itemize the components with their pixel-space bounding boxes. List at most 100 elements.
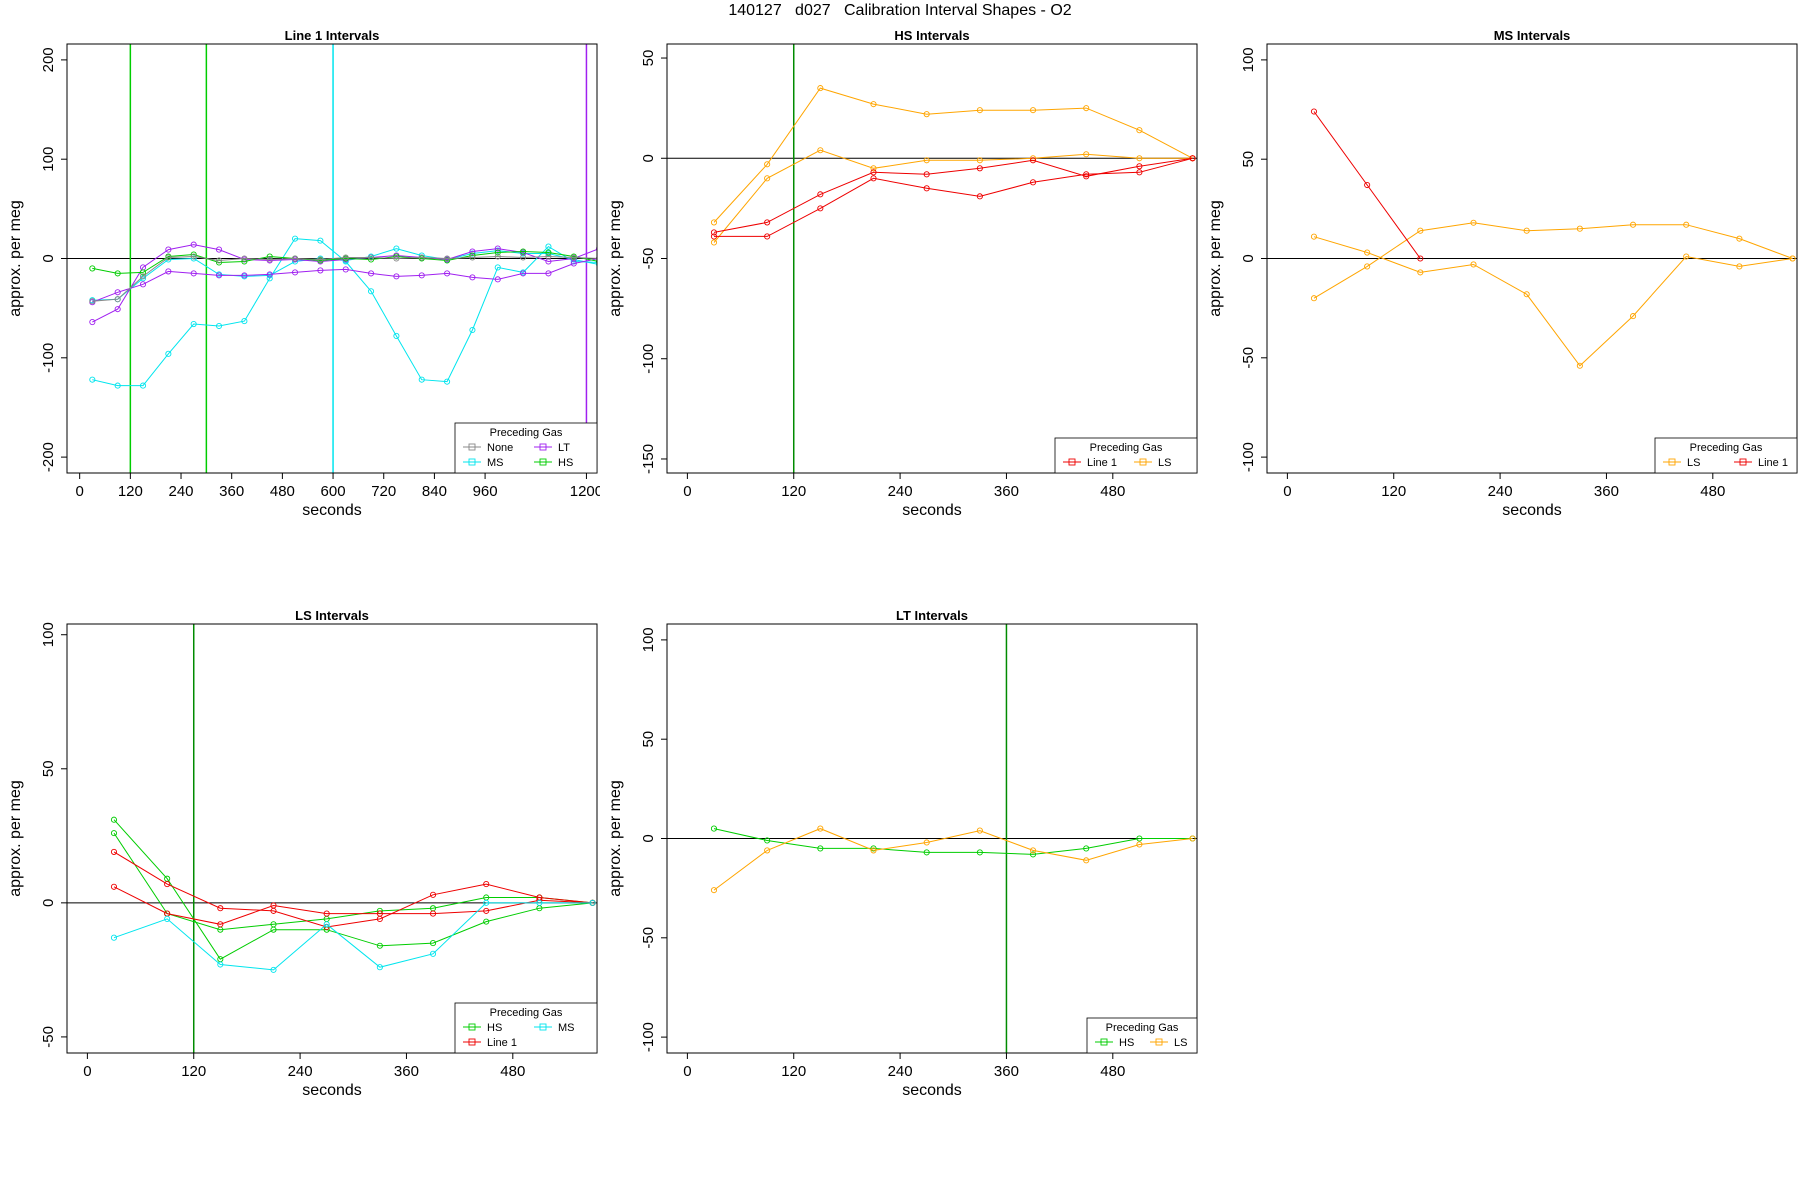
- data-point: [1310, 295, 1318, 302]
- series-line: [113, 886, 593, 925]
- legend-marker: [539, 443, 547, 451]
- data-point: [710, 233, 718, 240]
- y-tick-label: -100: [40, 343, 57, 373]
- data-point: [1189, 835, 1196, 842]
- legend-title: Preceding Gas: [1690, 442, 1763, 454]
- data-point: [469, 274, 476, 281]
- data-point: [89, 376, 96, 383]
- data-point: [520, 248, 527, 255]
- legend-label: MS: [558, 1022, 575, 1034]
- data-point: [817, 845, 824, 852]
- data-point: [317, 267, 324, 274]
- data-point: [393, 332, 400, 340]
- x-tick-label: 120: [781, 483, 806, 500]
- data-point: [444, 270, 451, 277]
- data-point: [764, 161, 771, 168]
- data-point: [1470, 219, 1477, 226]
- data-point: [89, 298, 96, 305]
- y-tick-label: 50: [640, 731, 657, 748]
- x-tick-label: 480: [1100, 1063, 1125, 1080]
- data-point: [494, 264, 501, 271]
- data-point: [976, 157, 983, 164]
- data-point: [1136, 169, 1143, 176]
- panel-ls-intervals: LS Intervals 0 120 240 360 480 -50 0 50 100 second…: [7, 608, 598, 1099]
- data-point: [1683, 253, 1690, 260]
- data-point: [923, 185, 930, 192]
- data-point: [710, 825, 718, 832]
- legend-marker: [1155, 1038, 1163, 1046]
- data-point: [1364, 249, 1371, 256]
- panel-ms-intervals: MS Intervals 0 120 240 360 480 -100 -50 0 50 100 se…: [1207, 28, 1798, 519]
- legend-label: LS: [1687, 457, 1700, 469]
- chart-title: HS Intervals: [894, 28, 969, 43]
- y-tick-label: -50: [1240, 347, 1257, 369]
- series-line: [1313, 222, 1793, 299]
- data-point: [817, 85, 824, 92]
- x-tick-label: 360: [994, 483, 1019, 500]
- data-point: [110, 830, 118, 837]
- data-point: [1083, 151, 1090, 158]
- x-tick-label: 360: [394, 1063, 419, 1080]
- x-tick-label: 0: [683, 1063, 691, 1080]
- x-tick-label: 120: [781, 1063, 806, 1080]
- data-point: [110, 816, 118, 823]
- data-point: [266, 256, 273, 263]
- data-point: [342, 266, 349, 273]
- data-point: [570, 260, 577, 267]
- data-point: [710, 239, 718, 246]
- y-axis-label: approx. per meg: [7, 200, 24, 317]
- chart-title: MS Intervals: [1494, 28, 1571, 43]
- legend-label: None: [487, 442, 513, 454]
- legend-title: Preceding Gas: [490, 427, 563, 439]
- legend-marker: [1139, 458, 1147, 466]
- data-point: [266, 271, 273, 278]
- data-point: [393, 245, 400, 252]
- data-point: [376, 964, 383, 971]
- data-point: [215, 272, 223, 279]
- data-point: [1083, 857, 1090, 864]
- y-tick-label: -150: [640, 444, 657, 474]
- legend: Preceding Gas HS MS Line 1: [454, 1002, 598, 1054]
- panel-hs-intervals: HS Intervals 0 120 240 360 480 -150 -100 -50 0 50 s…: [607, 28, 1198, 519]
- data-point: [1083, 173, 1090, 180]
- legend-marker: [468, 1023, 476, 1031]
- data-point: [368, 254, 375, 261]
- legend: Preceding Gas HS LS: [1086, 1017, 1198, 1054]
- data-point: [114, 270, 121, 277]
- data-point: [469, 250, 476, 257]
- data-point: [165, 268, 172, 275]
- data-point: [1189, 155, 1196, 162]
- legend-title: Preceding Gas: [1106, 1022, 1179, 1034]
- chart-title: LS Intervals: [295, 608, 369, 623]
- data-point: [190, 320, 197, 328]
- data-point: [241, 255, 248, 262]
- x-tick-label: 0: [1283, 483, 1291, 500]
- y-tick-label: -200: [40, 442, 57, 472]
- y-tick-label: 0: [1240, 254, 1257, 262]
- data-point: [1629, 221, 1637, 228]
- y-tick-label: 100: [1240, 47, 1257, 72]
- legend-label: MS: [487, 457, 504, 469]
- data-point: [764, 233, 771, 240]
- panel-lt-intervals: LT Intervals 0 120 240 360 480 -100 -50 0 50 100 se…: [607, 608, 1198, 1099]
- data-point: [190, 241, 197, 248]
- data-point: [418, 272, 425, 279]
- data-point: [270, 921, 277, 928]
- x-tick-label: 240: [1488, 483, 1513, 500]
- data-point: [870, 169, 877, 176]
- data-point: [114, 306, 121, 313]
- data-point: [165, 350, 172, 357]
- data-point: [923, 157, 930, 164]
- x-tick-label: 0: [83, 1063, 91, 1080]
- legend-box: [454, 422, 598, 474]
- data-point: [376, 910, 383, 917]
- data-point: [139, 382, 147, 389]
- data-point: [1683, 221, 1690, 228]
- data-point: [1136, 155, 1143, 162]
- data-point: [1417, 269, 1424, 276]
- data-point: [976, 107, 983, 114]
- y-tick-label: 0: [40, 899, 57, 907]
- y-tick-label: 100: [40, 147, 57, 172]
- y-tick-label: 50: [40, 760, 57, 777]
- data-point: [429, 950, 437, 957]
